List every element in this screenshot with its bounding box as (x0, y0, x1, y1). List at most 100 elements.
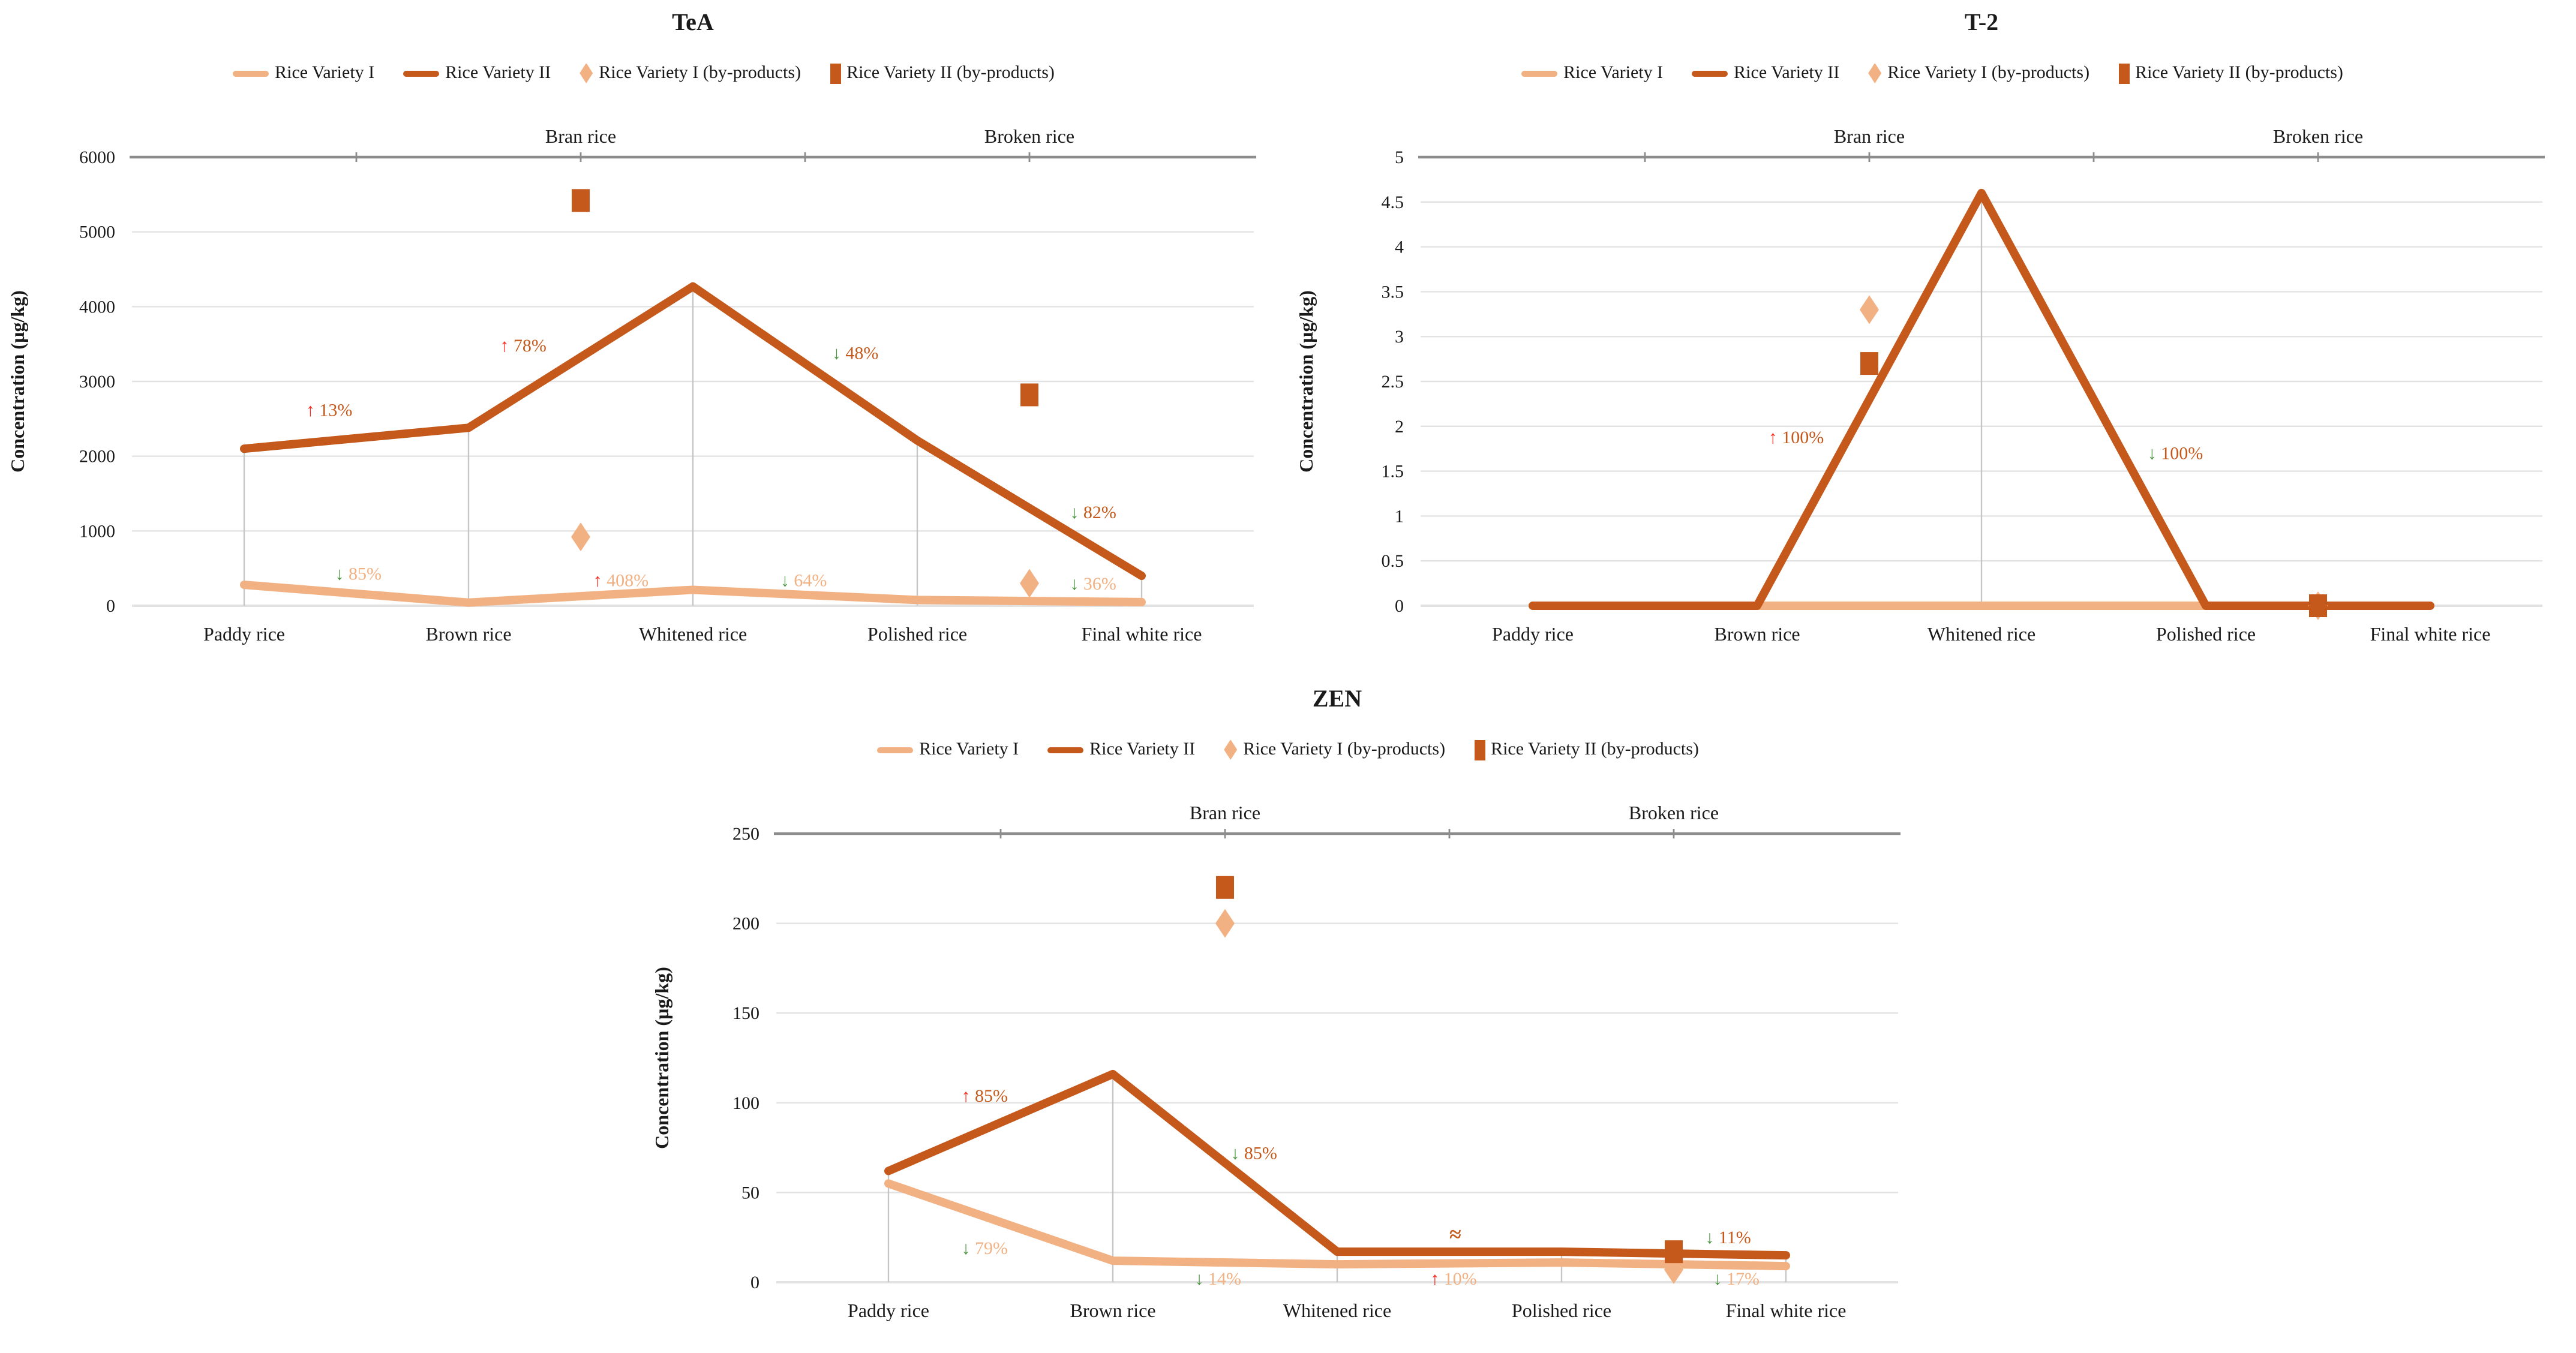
legend-item-rice-variety-i-by-products: Rice Variety I (by-products) (580, 63, 801, 83)
legend-item-rice-variety-i: Rice Variety I (233, 63, 374, 83)
y-tick-label: 0 (750, 1273, 759, 1292)
chart-t2: T-2 Rice Variety I Rice Variety II Rice Va… (1289, 0, 2576, 674)
legend-label: Rice Variety I (by-products) (1243, 739, 1446, 759)
y-tick-label: 1.5 (1382, 462, 1404, 482)
annotation-82: ↓ 82% (1070, 503, 1116, 522)
legend-label: Rice Variety I (by-products) (1887, 63, 2090, 82)
legend-swatch-line-icon (1047, 747, 1084, 753)
y-axis: 0 50 100 150 200 250 Concentration (µg/kg) (651, 824, 759, 1292)
legend-item-rice-variety-ii-by-products: Rice Variety II (by-products) (1474, 739, 1699, 760)
plot-area-t2: Bran rice Broken rice 0 0.5 1 1.5 2 2.5 3 3.5 4 4.5… (1295, 125, 2545, 645)
series-line-rice-variety-ii (1529, 188, 2434, 610)
y-tick-label: 5 (1395, 148, 1404, 167)
top-axis-label-bran-rice: Bran rice (545, 125, 616, 147)
square-marker-icon (1020, 383, 1038, 407)
plot-area-tea: Bran rice Broken rice 0 1000 2000 3000 4000 500… (7, 125, 1256, 645)
legend-label: Rice Variety I (by-products) (599, 63, 801, 82)
y-tick-label: 0 (1395, 596, 1404, 616)
y-tick-label: 150 (732, 1003, 759, 1023)
category-label-paddy-rice: Paddy rice (203, 623, 285, 645)
diamond-marker-icon (571, 522, 590, 552)
y-tick-label: 0 (106, 596, 115, 616)
annotation-78: ↑ 78% (500, 336, 547, 356)
secondary-axis: Bran rice Broken rice (774, 802, 1901, 838)
legend-item-rice-variety-i: Rice Variety I (1521, 63, 1663, 83)
y-tick-label: 2.5 (1382, 372, 1404, 392)
category-label-whitened-rice: Whitened rice (1283, 1300, 1391, 1321)
legend-swatch-square-icon (2118, 63, 2130, 83)
series-line-rice-variety-i (240, 581, 1146, 607)
annotations: ↑ 100% ↓ 100% (1769, 428, 2203, 464)
plot-area-zen: Bran rice Broken rice 0 50 100 150 200 250 Conce… (651, 802, 1901, 1321)
legend-item-rice-variety-i: Rice Variety I (877, 739, 1019, 760)
top-axis-label-broken-rice: Broken rice (2273, 125, 2363, 147)
x-axis: Paddy rice Brown rice Whitened rice Polishe… (1492, 623, 2490, 645)
series-line-rice-variety-i (884, 1179, 1790, 1271)
y-tick-label: 0.5 (1382, 551, 1404, 571)
x-axis: Paddy rice Brown rice Whitened rice Polishe… (203, 623, 1202, 645)
legend-item-rice-variety-ii-by-products: Rice Variety II (by-products) (2118, 63, 2343, 83)
secondary-axis: Bran rice Broken rice (1418, 125, 2545, 162)
y-axis-title: Concentration (µg/kg) (651, 967, 672, 1149)
y-tick-label: 50 (741, 1183, 759, 1202)
annotation-64: ↓ 64% (780, 571, 827, 591)
square-marker-icon (1216, 876, 1234, 899)
secondary-axis: Bran rice Broken rice (130, 125, 1256, 162)
legend-swatch-square-icon (1474, 739, 1485, 760)
annotation-79: ↓ 79% (962, 1238, 1008, 1258)
droplines (243, 286, 1143, 606)
annotation-85: ↑ 85% (962, 1086, 1008, 1106)
annotations: ↑ 13% ↑ 78% ↓ 48% ↓ 82% ↓ 85% ↑ 408% ↓ 64% ↓ 36… (306, 336, 1116, 594)
annotation-85: ↓ 85% (1230, 1144, 1277, 1163)
annotation-10: ↑ 10% (1430, 1269, 1477, 1289)
annotation-: ≈ (1449, 1222, 1461, 1246)
y-tick-label: 5000 (79, 223, 115, 242)
category-label-paddy-rice: Paddy rice (1492, 623, 1574, 645)
chart-title-zen: ZEN (1312, 686, 1362, 712)
series-line-rice-variety-ii (240, 282, 1146, 581)
category-label-whitened-rice: Whitened rice (639, 623, 747, 645)
legend-tea: Rice Variety I Rice Variety II Rice Variet… (0, 55, 1287, 91)
legend-label: Rice Variety I (919, 739, 1019, 759)
y-tick-label: 200 (732, 914, 759, 934)
y-tick-label: 2000 (79, 447, 115, 467)
legend-swatch-diamond-icon (1868, 63, 1882, 83)
top-axis-label-bran-rice: Bran rice (1834, 125, 1905, 147)
legend-label: Rice Variety II (1734, 63, 1840, 82)
legend-swatch-square-icon (830, 63, 841, 83)
square-marker-icon (1665, 1240, 1683, 1264)
annotation-14: ↓ 14% (1195, 1269, 1242, 1289)
top-axis-label-bran-rice: Bran rice (1190, 802, 1260, 823)
legend-label: Rice Variety II (by-products) (1491, 739, 1699, 759)
annotation-11: ↓ 11% (1705, 1228, 1751, 1247)
legend-item-rice-variety-ii: Rice Variety II (1047, 739, 1195, 760)
category-label-brown-rice: Brown rice (425, 623, 511, 645)
category-label-whitened-rice: Whitened rice (1928, 623, 2035, 645)
y-tick-label: 2 (1395, 417, 1404, 437)
y-axis-title: Concentration (µg/kg) (7, 290, 28, 473)
chart-tea: TeA Rice Variety I Rice Variety II Rice Va… (0, 0, 1287, 674)
category-label-polished-rice: Polished rice (2156, 623, 2256, 645)
diamond-marker-icon (1020, 569, 1039, 598)
legend-swatch-diamond-icon (580, 63, 593, 83)
annotation-48: ↓ 48% (832, 344, 879, 363)
chart-title-t2: T-2 (1964, 10, 1999, 36)
category-label-brown-rice: Brown rice (1070, 1300, 1155, 1321)
annotation-13: ↑ 13% (306, 400, 352, 420)
legend-item-rice-variety-i-by-products: Rice Variety I (by-products) (1224, 739, 1445, 760)
legend-item-rice-variety-i-by-products: Rice Variety I (by-products) (1868, 63, 2089, 83)
annotation-408: ↑ 408% (593, 571, 649, 591)
y-tick-label: 250 (732, 824, 759, 844)
y-tick-label: 1000 (79, 521, 115, 541)
legend-swatch-diamond-icon (1224, 739, 1238, 760)
legend-item-rice-variety-ii: Rice Variety II (403, 63, 551, 83)
y-tick-label: 3000 (79, 372, 115, 392)
y-axis: 0 1000 2000 3000 4000 5000 6000 Concentration (… (7, 148, 115, 616)
y-tick-label: 3.5 (1382, 282, 1404, 302)
diamond-marker-icon (1860, 295, 1879, 324)
y-tick-label: 4 (1395, 237, 1404, 257)
legend-item-rice-variety-ii: Rice Variety II (1692, 63, 1839, 83)
annotation-85: ↓ 85% (335, 564, 382, 584)
category-label-final-white-rice: Final white rice (2370, 623, 2491, 645)
series-line-rice-variety-ii (884, 1069, 1790, 1260)
